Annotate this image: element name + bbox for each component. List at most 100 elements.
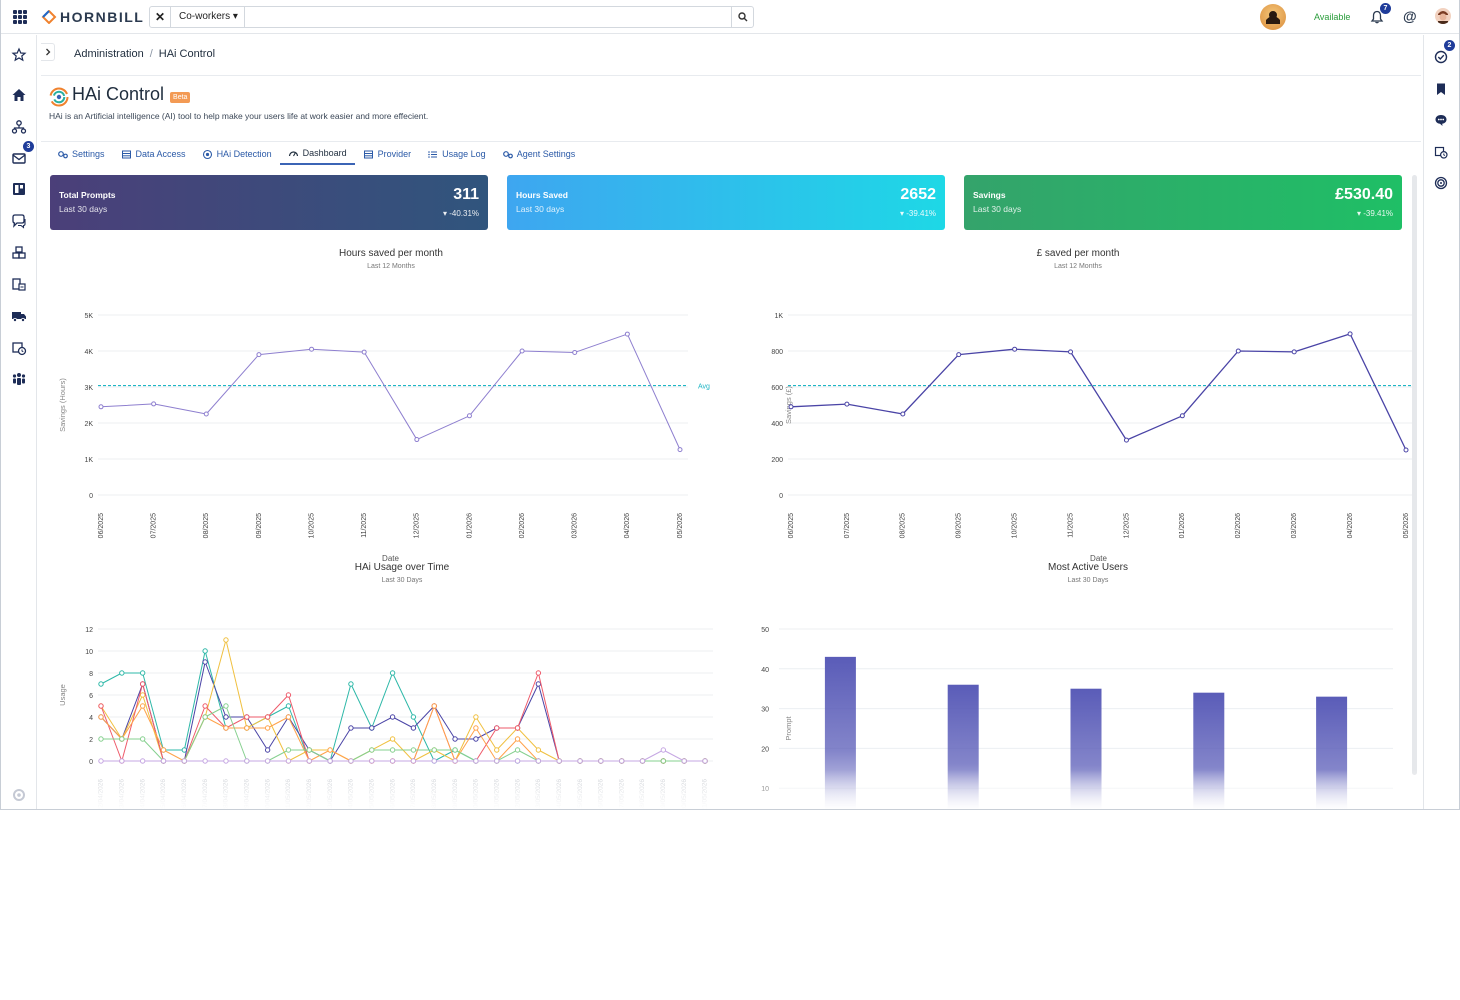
data-point xyxy=(244,725,250,731)
chart-subtitle-hours: Last 12 Months xyxy=(367,263,415,270)
tab-provider[interactable]: Provider xyxy=(355,143,420,165)
data-point xyxy=(389,747,396,753)
data-point xyxy=(519,348,525,354)
data-point xyxy=(285,692,292,698)
total-prompts-card: Total Prompts Last 30 days 311 ▾ -40.31% xyxy=(50,175,488,230)
search-input[interactable] xyxy=(244,8,731,26)
tab-label: Provider xyxy=(377,149,412,159)
content-scrollbar[interactable] xyxy=(1412,175,1417,775)
hai-spiral-icon[interactable] xyxy=(1434,176,1448,190)
truck-icon[interactable] xyxy=(11,308,27,324)
breadcrumb-administration[interactable]: Administration xyxy=(74,48,144,60)
data-point xyxy=(639,758,646,764)
data-point xyxy=(514,725,521,731)
data-point xyxy=(572,349,578,355)
y-tick-label: 400 xyxy=(771,421,783,428)
expand-nav-button[interactable] xyxy=(41,43,55,61)
x-tick-label: 06/2025 xyxy=(788,513,795,538)
tab-hai-detection[interactable]: HAi Detection xyxy=(194,143,280,165)
profile-image-icon xyxy=(1438,11,1448,24)
boxes-icon[interactable] xyxy=(11,245,27,261)
data-point xyxy=(410,725,417,731)
tab-usage-log[interactable]: Usage Log xyxy=(419,143,494,165)
tab-label: Agent Settings xyxy=(516,149,576,159)
data-point xyxy=(285,758,292,764)
org-chart-icon[interactable] xyxy=(11,119,27,135)
data-point xyxy=(306,747,312,753)
status-label[interactable]: Available xyxy=(1314,12,1351,22)
tasks-count-badge: 2 xyxy=(1444,40,1455,51)
data-point xyxy=(327,758,333,764)
data-point xyxy=(223,758,229,764)
detect-icon xyxy=(202,149,212,159)
star-icon[interactable] xyxy=(11,47,27,63)
data-point xyxy=(473,736,479,742)
search-button[interactable] xyxy=(731,7,753,27)
data-point xyxy=(431,703,437,709)
data-point xyxy=(139,670,146,676)
tab-settings[interactable]: Settings xyxy=(49,143,113,165)
mentions-icon[interactable]: @ xyxy=(1403,8,1417,24)
data-point xyxy=(466,413,472,419)
x-tick-label: 07/2025 xyxy=(844,513,851,538)
close-search-icon[interactable]: ✕ xyxy=(154,10,166,24)
card-change-value: -40.31% xyxy=(449,209,479,218)
users-group-icon[interactable] xyxy=(11,371,27,387)
user-avatar[interactable] xyxy=(1260,4,1286,30)
home-icon[interactable] xyxy=(11,87,27,103)
beta-badge: Beta xyxy=(170,92,191,103)
calendar-clock-icon[interactable] xyxy=(11,340,27,356)
data-point xyxy=(139,703,146,709)
chart-subtitle-usage: Last 30 Days xyxy=(381,577,423,584)
y-tick-label: 0 xyxy=(89,759,93,766)
comment-icon[interactable] xyxy=(1434,113,1448,127)
bell-icon[interactable] xyxy=(1370,10,1384,24)
x-tick-label: 03/2026 xyxy=(572,513,579,538)
search-scope-dropdown[interactable]: Co-workers ▾ xyxy=(170,7,245,27)
app-window: HORNBILL ✕ Co-workers ▾ Available 7 @ 3 xyxy=(0,0,1460,810)
data-point xyxy=(389,736,396,742)
y-tick-label: 0 xyxy=(779,493,783,500)
y-tick-label: 6 xyxy=(89,693,93,700)
card-title: Hours Saved xyxy=(516,190,568,200)
data-point xyxy=(514,758,521,764)
asset-calc-icon[interactable] xyxy=(11,276,27,292)
data-point xyxy=(139,681,146,687)
data-point xyxy=(139,758,146,764)
data-point xyxy=(660,747,667,753)
schedule-icon[interactable] xyxy=(1434,145,1448,159)
bookmark-icon[interactable] xyxy=(1434,82,1448,96)
tab-data-access[interactable]: Data Access xyxy=(113,143,194,165)
x-tick-label: 11/2025 xyxy=(361,513,368,538)
chart-title-usage: HAi Usage over Time xyxy=(354,562,450,573)
x-tick-label: 05/2026 xyxy=(677,513,684,538)
data-point xyxy=(139,692,146,698)
settings-gear-icon[interactable] xyxy=(11,787,27,803)
bottom-fade xyxy=(41,770,1421,809)
x-tick-label: 08/2025 xyxy=(203,513,210,538)
main-content: Administration / HAi Control HAi Control… xyxy=(41,35,1421,809)
data-point xyxy=(1403,447,1409,453)
chat-icon[interactable] xyxy=(11,213,27,229)
data-point xyxy=(514,736,521,742)
data-point xyxy=(624,331,630,337)
data-point xyxy=(264,758,271,764)
hornbill-logo[interactable]: HORNBILL xyxy=(41,9,144,25)
avatar-image-icon xyxy=(1266,11,1280,24)
data-point xyxy=(160,758,167,764)
inbox-icon[interactable] xyxy=(11,150,27,166)
tab-agent-settings[interactable]: Agent Settings xyxy=(494,143,584,165)
data-point xyxy=(98,703,104,709)
y-tick-label: 10 xyxy=(85,649,93,656)
chart-subtitle-savings: Last 12 Months xyxy=(1054,263,1102,270)
data-point xyxy=(223,725,229,731)
x-tick-label: 01/2026 xyxy=(466,513,473,538)
tab-dashboard[interactable]: Dashboard xyxy=(279,143,355,165)
data-point xyxy=(452,758,458,764)
board-icon[interactable] xyxy=(11,181,27,197)
data-point xyxy=(202,703,208,709)
tasks-check-icon[interactable] xyxy=(1434,50,1448,64)
profile-avatar[interactable] xyxy=(1435,8,1451,24)
y-tick-label: 1K xyxy=(84,457,93,464)
apps-grid-icon[interactable] xyxy=(13,10,27,24)
